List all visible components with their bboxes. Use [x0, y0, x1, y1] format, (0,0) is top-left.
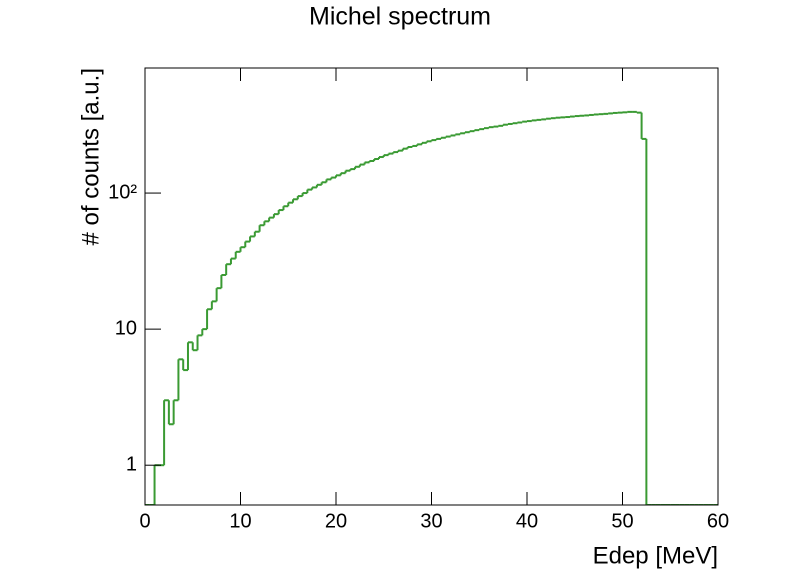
- plot-area: [145, 110, 718, 505]
- y-tick-label: 10²: [108, 181, 137, 203]
- x-tick-label: 40: [516, 510, 538, 532]
- x-tick-label: 30: [420, 510, 442, 532]
- y-tick-label: 10: [115, 317, 137, 339]
- chart-title: Michel spectrum: [309, 3, 491, 31]
- x-axis-title: Edep [MeV]: [593, 542, 718, 569]
- x-tick-label: 10: [229, 510, 251, 532]
- x-tick-label: 20: [325, 510, 347, 532]
- x-tick-label: 60: [707, 510, 729, 532]
- y-axis-title: # of counts [a.u.]: [77, 68, 104, 245]
- y-tick-label: 1: [126, 453, 137, 475]
- x-tick-label: 50: [611, 510, 633, 532]
- x-tick-label: 0: [139, 510, 150, 532]
